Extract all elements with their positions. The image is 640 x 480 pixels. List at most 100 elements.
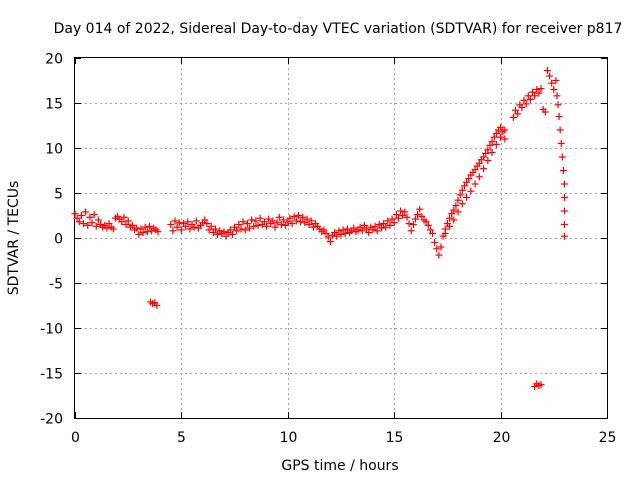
data-point: [326, 238, 334, 246]
data-point: [339, 226, 347, 234]
data-point: [392, 211, 400, 219]
data-point: [390, 219, 398, 227]
data-point: [269, 217, 277, 225]
data-point: [71, 210, 79, 218]
data-point: [171, 217, 179, 225]
data-point: [433, 245, 441, 253]
data-point: [143, 228, 151, 236]
data-point: [320, 226, 328, 234]
data-point: [484, 146, 492, 154]
data-point: [120, 213, 128, 221]
data-point: [437, 243, 445, 251]
data-point: [560, 232, 568, 240]
y-tick-label: -15: [40, 367, 63, 383]
axis-ticks: 0 5 10 15 20 25 -20 -15 -10 -5 0 5 10 15 20: [40, 52, 616, 447]
data-point: [88, 219, 96, 227]
data-point: [384, 217, 392, 225]
data-point: [201, 216, 209, 224]
data-point: [418, 212, 426, 220]
data-point: [490, 133, 498, 141]
data-point: [209, 229, 217, 237]
data-point: [446, 214, 454, 222]
data-point: [369, 226, 377, 234]
data-point: [401, 208, 409, 216]
data-point: [141, 223, 149, 231]
data-point: [550, 86, 558, 93]
data-point: [454, 196, 462, 204]
x-tick-label: 15: [386, 430, 404, 446]
data-point: [299, 213, 307, 221]
data-point: [446, 222, 454, 230]
data-point: [471, 166, 479, 174]
data-point: [531, 92, 539, 100]
data-point: [397, 207, 405, 215]
data-point: [271, 223, 279, 231]
data-point: [118, 218, 126, 226]
data-point: [153, 302, 161, 309]
data-point: [518, 104, 526, 111]
data-point: [237, 225, 245, 233]
data-point: [333, 232, 341, 240]
data-point: [456, 191, 464, 199]
data-point: [435, 251, 443, 259]
data-point: [557, 140, 565, 147]
y-axis-title: SDTVAR / TECUs: [6, 181, 22, 296]
data-point: [414, 211, 422, 219]
data-point: [331, 229, 339, 237]
data-point: [92, 222, 100, 230]
data-point: [537, 85, 545, 93]
data-point: [394, 214, 402, 222]
data-point: [463, 178, 471, 186]
data-point: [511, 106, 519, 114]
data-point: [228, 230, 236, 238]
data-point: [145, 222, 153, 230]
data-point: [90, 211, 98, 219]
data-point: [154, 228, 162, 236]
data-point: [73, 214, 81, 222]
data-point: [553, 92, 561, 100]
data-point: [305, 221, 313, 228]
data-point: [86, 213, 94, 221]
data-point: [407, 227, 415, 235]
data-point: [80, 220, 88, 228]
data-point: [375, 221, 383, 228]
data-point: [231, 223, 239, 231]
data-point: [239, 218, 247, 226]
plot-frame: [74, 57, 608, 419]
data-point: [546, 72, 554, 80]
data-point: [450, 206, 458, 214]
data-point: [480, 153, 488, 161]
y-tick-label: -10: [40, 322, 63, 338]
data-point: [135, 230, 143, 238]
data-point: [448, 210, 456, 218]
data-point: [497, 133, 505, 141]
data-point: [341, 230, 349, 237]
data-point: [356, 223, 364, 231]
data-point: [243, 220, 251, 228]
data-point: [399, 212, 407, 219]
data-point: [263, 222, 271, 230]
data-point: [454, 208, 462, 216]
data-point: [124, 217, 132, 225]
data-point: [450, 216, 458, 224]
data-point: [203, 220, 211, 228]
data-point: [426, 226, 434, 234]
data-point: [177, 226, 185, 234]
data-point: [182, 222, 190, 230]
data-point: [463, 194, 471, 201]
data-point: [350, 224, 358, 232]
data-point: [492, 140, 500, 148]
data-point: [484, 157, 492, 165]
data-point: [486, 141, 494, 149]
data-point: [458, 200, 466, 208]
data-point: [558, 153, 566, 161]
data-point: [173, 223, 181, 231]
data-point: [282, 221, 290, 229]
data-point: [109, 225, 117, 233]
x-tick-label: 5: [177, 430, 186, 446]
data-point: [422, 218, 430, 226]
data-point: [373, 227, 381, 235]
data-point: [84, 221, 92, 229]
data-point: [256, 214, 264, 222]
y-tick-label: -5: [49, 277, 63, 293]
